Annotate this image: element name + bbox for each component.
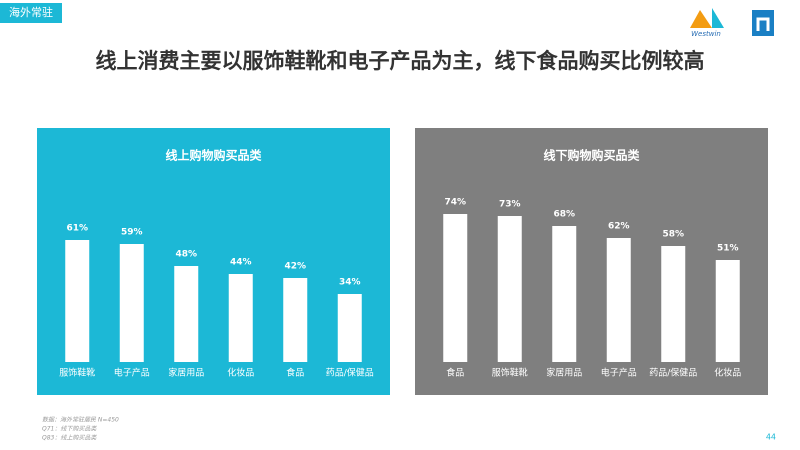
- brand-sail-2: [712, 8, 724, 28]
- value-label: 61%: [66, 224, 88, 234]
- x-tick-label: 化妆品: [227, 367, 254, 379]
- x-tick-label: 家居用品: [546, 367, 582, 379]
- value-label: 44%: [230, 258, 252, 268]
- panel: [37, 128, 390, 395]
- chart-title: 线上购物购买品类: [165, 148, 262, 163]
- brand-sail: [690, 10, 712, 28]
- value-label: 73%: [499, 200, 521, 210]
- x-tick-label: 药品/保健品: [326, 367, 374, 379]
- value-label: 59%: [121, 228, 143, 238]
- x-tick-label: 食品: [446, 367, 464, 379]
- x-tick-label: 服饰鞋靴: [59, 367, 95, 379]
- bar: [228, 274, 253, 362]
- x-tick-label: 家居用品: [168, 367, 204, 379]
- x-tick-label: 药品/保健品: [649, 367, 697, 379]
- value-label: 51%: [717, 244, 739, 254]
- panel: [415, 128, 768, 395]
- note: 数据：海外常驻居民 N=450: [42, 416, 119, 424]
- bar: [174, 266, 199, 362]
- bar: [715, 260, 740, 362]
- x-tick-label: 电子产品: [601, 367, 637, 379]
- bar: [119, 244, 144, 362]
- slide-title: 线上消费主要以服饰鞋靴和电子产品为主，线下食品购买比例较高: [96, 49, 705, 73]
- page-number: 44: [766, 433, 776, 442]
- bar: [65, 240, 90, 362]
- header-tag: 海外常驻: [9, 5, 53, 19]
- note: Q71：线下购买品类: [42, 425, 97, 433]
- value-label: 48%: [175, 250, 197, 260]
- value-label: 42%: [284, 262, 306, 272]
- bar: [443, 214, 468, 362]
- note: Q83：线上购买品类: [42, 434, 97, 442]
- x-tick-label: 化妆品: [714, 367, 741, 379]
- x-tick-label: 食品: [286, 367, 304, 379]
- brand-logo-n: [756, 17, 770, 31]
- bar: [552, 226, 577, 362]
- value-label: 34%: [339, 278, 361, 288]
- header-tag-box: [0, 3, 62, 23]
- value-label: 62%: [608, 222, 630, 232]
- bar: [283, 278, 308, 362]
- x-tick-label: 电子产品: [114, 367, 150, 379]
- x-tick-label: 服饰鞋靴: [492, 367, 528, 379]
- bar: [606, 238, 631, 362]
- bar: [497, 216, 522, 362]
- brand-name: Westwin: [691, 30, 721, 38]
- value-label: 68%: [553, 210, 575, 220]
- value-label: 74%: [444, 198, 466, 208]
- chart-title: 线下购物购买品类: [543, 148, 640, 163]
- bar: [661, 246, 686, 362]
- bar: [337, 294, 362, 362]
- brand-logo: [752, 10, 774, 36]
- value-label: 58%: [662, 230, 684, 240]
